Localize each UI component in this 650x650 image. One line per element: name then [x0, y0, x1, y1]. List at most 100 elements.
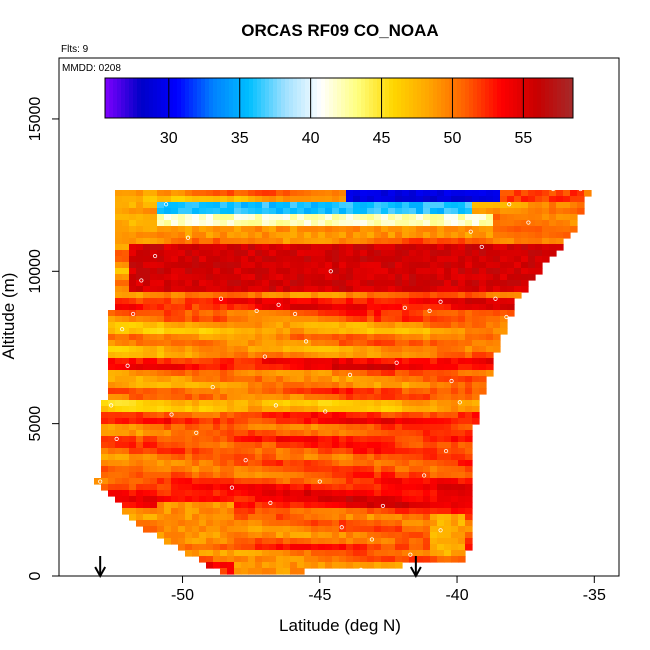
heatmap-cell	[486, 208, 494, 215]
heatmap-cell	[283, 196, 291, 203]
heatmap-cell	[164, 328, 172, 335]
heatmap-cell	[115, 370, 123, 377]
sample-point	[457, 400, 462, 405]
heatmap-cell	[374, 538, 382, 545]
heatmap-cell	[353, 286, 361, 293]
heatmap-cell	[500, 250, 508, 257]
heatmap-cell	[220, 418, 228, 425]
heatmap-cell	[220, 346, 228, 353]
heatmap-cell	[283, 436, 291, 443]
heatmap-cell	[290, 496, 298, 503]
sample-point	[421, 473, 427, 478]
heatmap-cell	[451, 424, 459, 431]
heatmap-cell	[465, 520, 473, 527]
colorbar-swatch	[281, 78, 286, 118]
heatmap-cell	[479, 268, 487, 275]
heatmap-cell	[150, 346, 158, 353]
heatmap-cell	[381, 232, 389, 239]
heatmap-cell	[122, 298, 130, 305]
heatmap-cell	[157, 196, 165, 203]
heatmap-cell	[374, 220, 382, 227]
heatmap-cell	[367, 202, 375, 209]
heatmap-cell	[199, 202, 207, 209]
heatmap-cell	[248, 298, 256, 305]
heatmap-cell	[416, 406, 424, 413]
heatmap-cell	[430, 370, 438, 377]
heatmap-cell	[262, 550, 270, 557]
heatmap-cell	[318, 388, 326, 395]
heatmap-cell	[409, 412, 417, 419]
heatmap-cell	[220, 538, 228, 545]
heatmap-cell	[185, 430, 193, 437]
heatmap-cell	[430, 328, 438, 335]
heatmap-cell	[122, 502, 130, 509]
heatmap-cell	[290, 406, 298, 413]
heatmap-cell	[423, 424, 431, 431]
heatmap-cell	[171, 202, 179, 209]
heatmap-cell	[416, 346, 424, 353]
heatmap-cell	[255, 556, 263, 563]
heatmap-cell	[325, 274, 333, 281]
heatmap-cell	[402, 514, 410, 521]
heatmap-cell	[402, 220, 410, 227]
heatmap-cell	[325, 520, 333, 527]
heatmap-cell	[367, 334, 375, 341]
heatmap-cell	[157, 442, 165, 449]
heatmap-cell	[493, 328, 501, 335]
heatmap-cell	[115, 424, 123, 431]
heatmap-cell	[248, 196, 256, 203]
colorbar-swatch	[489, 78, 494, 118]
heatmap-cell	[472, 250, 480, 257]
heatmap-cell	[318, 532, 326, 539]
heatmap-cell	[430, 466, 438, 473]
heatmap-cell	[199, 388, 207, 395]
heatmap-cell	[367, 418, 375, 425]
heatmap-cell	[290, 400, 298, 407]
heatmap-cell	[241, 490, 249, 497]
heatmap-cell	[423, 226, 431, 233]
heatmap-cell	[311, 208, 319, 215]
sample-point	[152, 253, 158, 259]
heatmap-cell	[493, 346, 501, 353]
heatmap-cell	[297, 208, 305, 215]
heatmap-cell	[206, 550, 214, 557]
heatmap-cell	[325, 394, 333, 401]
heatmap-cell	[220, 190, 228, 197]
heatmap-cell	[507, 274, 515, 281]
sample-point	[449, 378, 454, 384]
heatmap-cell	[500, 268, 508, 275]
heatmap-cell	[311, 352, 319, 359]
heatmap-cell	[493, 286, 501, 293]
heatmap-cell	[437, 466, 445, 473]
heatmap-cell	[388, 406, 396, 413]
heatmap-cell	[339, 214, 347, 221]
heatmap-cell	[199, 472, 207, 479]
heatmap-cell	[241, 268, 249, 275]
heatmap-cell	[332, 268, 340, 275]
heatmap-cell	[178, 532, 186, 539]
heatmap-cell	[143, 274, 151, 281]
heatmap-cell	[269, 400, 277, 407]
heatmap-cell	[514, 250, 522, 257]
heatmap-cell	[374, 472, 382, 479]
heatmap-cell	[283, 232, 291, 239]
heatmap-cell	[150, 394, 158, 401]
heatmap-cell	[493, 226, 501, 233]
heatmap-cell	[143, 340, 151, 347]
heatmap-cell	[248, 238, 256, 245]
heatmap-cell	[276, 568, 284, 575]
heatmap-cell	[171, 520, 179, 527]
heatmap-cell	[115, 358, 123, 365]
heatmap-cell	[199, 232, 207, 239]
heatmap-cell	[416, 214, 424, 221]
heatmap-cell	[192, 550, 200, 557]
heatmap-cell	[185, 280, 193, 287]
heatmap-cell	[143, 496, 151, 503]
heatmap-cell	[290, 544, 298, 551]
heatmap-cell	[136, 466, 144, 473]
heatmap-cell	[465, 430, 473, 437]
heatmap-cell	[346, 208, 354, 215]
heatmap-cell	[220, 280, 228, 287]
heatmap-cell	[374, 556, 382, 563]
colorbar-swatch	[105, 78, 110, 118]
